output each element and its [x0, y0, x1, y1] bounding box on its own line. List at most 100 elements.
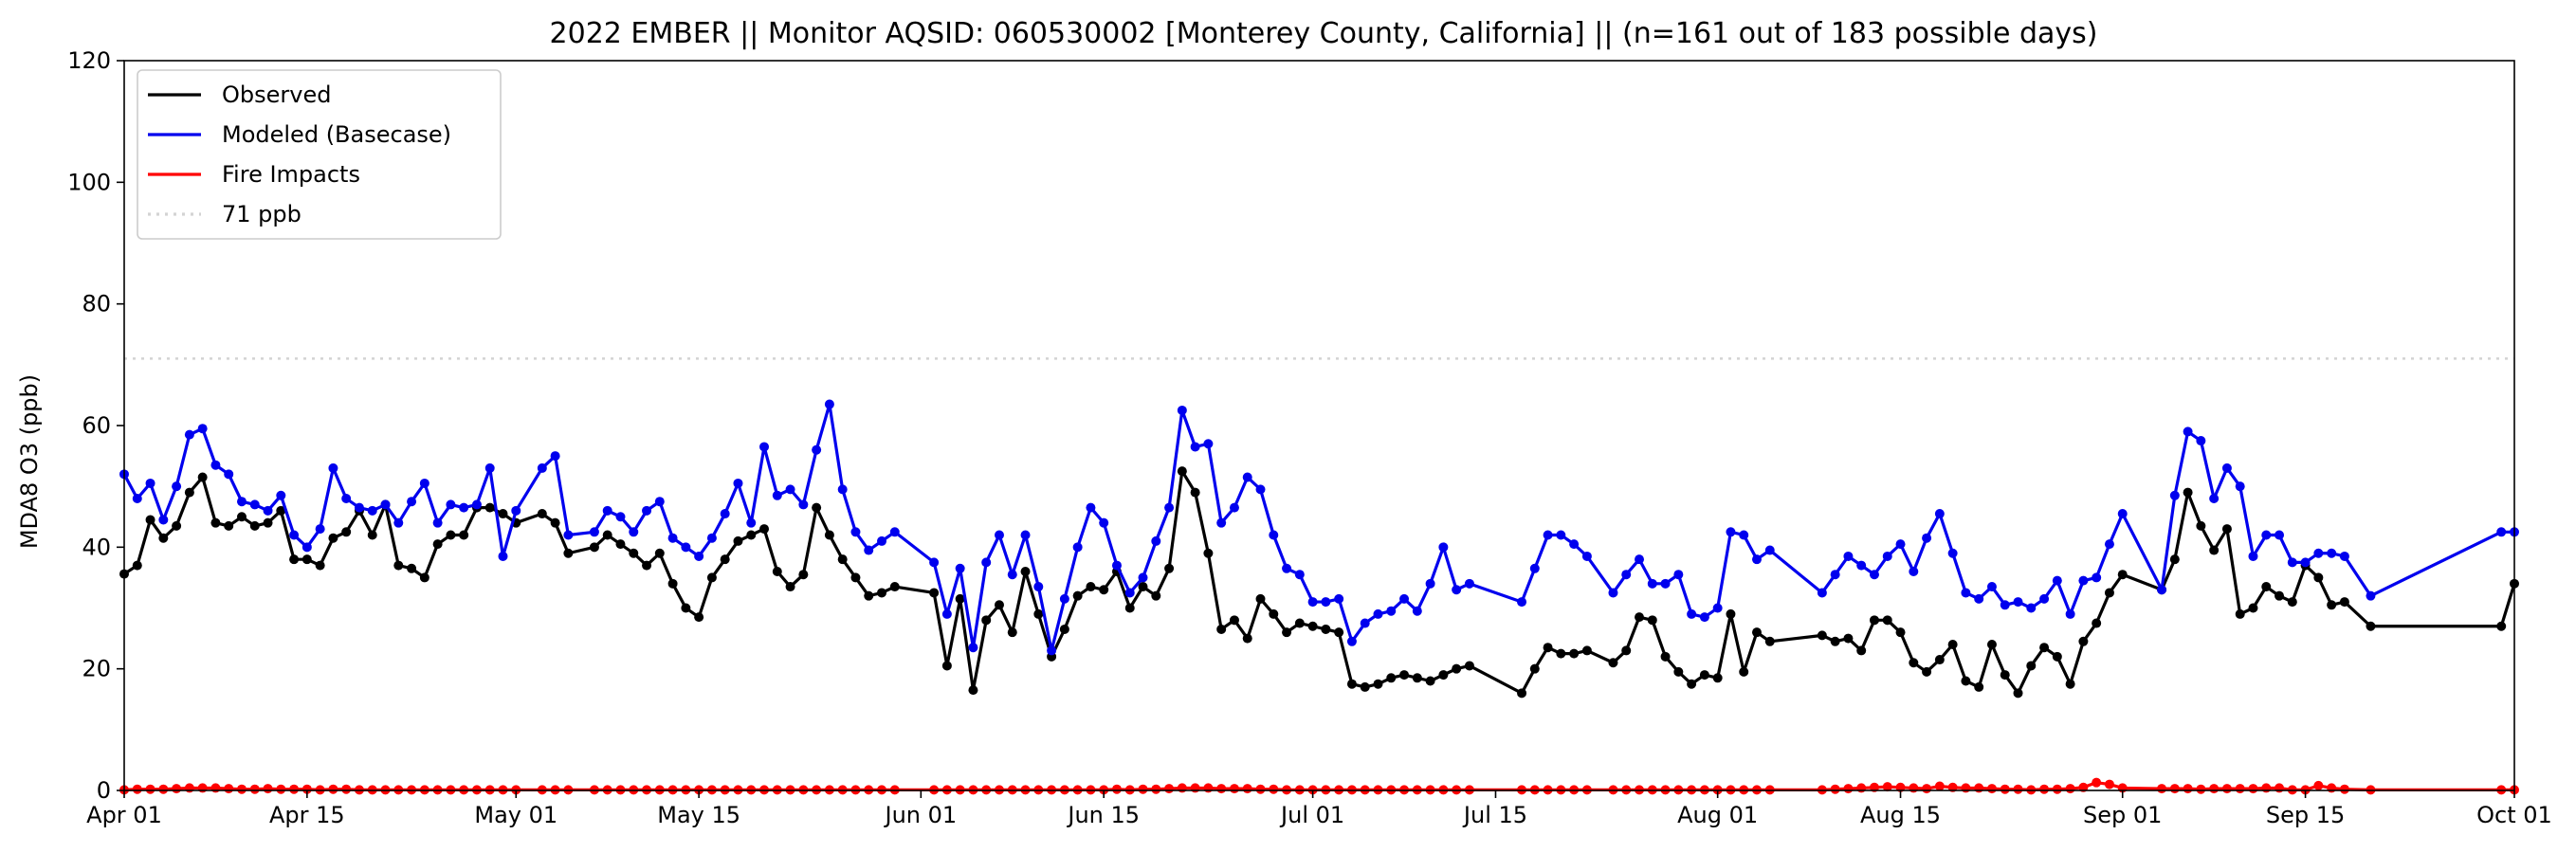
data-point-1-82	[1242, 472, 1252, 482]
data-point-0-29	[498, 509, 508, 519]
data-point-0-11	[263, 517, 273, 528]
data-point-1-140	[2092, 572, 2102, 583]
data-point-1-72	[1111, 560, 1122, 571]
data-point-0-90	[1346, 679, 1357, 689]
data-point-0-96	[1425, 676, 1435, 686]
data-point-0-54	[850, 572, 861, 583]
data-point-1-105	[1581, 551, 1592, 561]
data-point-1-135	[2026, 603, 2037, 613]
data-point-0-155	[2313, 572, 2324, 583]
data-point-0-92	[1373, 679, 1383, 689]
data-point-0-87	[1307, 621, 1318, 631]
data-point-0-107	[1621, 645, 1632, 656]
data-point-1-117	[1751, 554, 1762, 565]
data-point-2-124	[1882, 782, 1892, 792]
data-point-1-69	[1072, 542, 1083, 553]
data-point-0-139	[2078, 636, 2089, 646]
x-tick-label-9: Aug 15	[1860, 802, 1941, 828]
data-point-0-114	[1712, 673, 1723, 683]
data-point-1-109	[1647, 578, 1657, 589]
data-point-0-108	[1635, 612, 1645, 623]
data-point-2-11	[263, 784, 273, 794]
data-point-0-60	[955, 593, 965, 604]
data-point-0-15	[315, 560, 325, 571]
data-point-1-124	[1882, 551, 1892, 561]
data-point-1-36	[615, 512, 626, 522]
data-point-1-21	[393, 517, 404, 528]
data-point-0-85	[1282, 627, 1292, 638]
data-point-1-22	[407, 497, 417, 507]
data-point-0-103	[1556, 648, 1566, 659]
data-point-0-89	[1334, 627, 1344, 638]
data-point-2-133	[2000, 784, 2010, 794]
data-point-0-142	[2117, 570, 2128, 580]
data-point-0-14	[301, 554, 312, 565]
data-point-0-131	[1974, 681, 1984, 692]
data-point-1-54	[850, 527, 861, 537]
data-point-0-80	[1216, 624, 1227, 634]
data-point-1-78	[1190, 442, 1200, 452]
data-point-2-127	[1922, 784, 1932, 794]
data-point-0-25	[446, 530, 456, 540]
data-point-1-12	[276, 490, 286, 500]
data-point-0-83	[1255, 593, 1266, 604]
data-point-1-59	[941, 608, 952, 619]
data-point-1-118	[1764, 545, 1775, 555]
data-point-1-23	[419, 478, 429, 488]
data-point-1-5	[184, 429, 194, 440]
data-point-1-111	[1673, 570, 1684, 580]
data-point-0-35	[602, 530, 612, 540]
data-point-1-14	[301, 542, 312, 553]
data-point-1-110	[1660, 578, 1671, 589]
data-point-0-64	[1007, 627, 1017, 638]
data-point-1-58	[929, 557, 940, 568]
data-point-0-4	[172, 520, 182, 531]
data-point-2-151	[2261, 783, 2272, 793]
data-point-1-13	[289, 530, 300, 540]
data-point-0-40	[667, 578, 678, 589]
data-point-1-158	[2366, 590, 2376, 601]
data-point-2-157	[2339, 784, 2349, 794]
data-point-1-88	[1321, 597, 1331, 608]
data-point-0-149	[2235, 608, 2245, 619]
data-point-0-53	[837, 554, 848, 565]
data-point-1-75	[1151, 535, 1161, 546]
data-point-0-124	[1882, 615, 1892, 626]
data-point-1-24	[432, 517, 443, 528]
data-point-0-77	[1177, 466, 1187, 477]
data-point-0-41	[681, 603, 691, 613]
data-point-0-133	[2000, 670, 2010, 681]
data-point-1-49	[785, 484, 795, 495]
data-point-0-94	[1399, 670, 1410, 681]
x-tick-label-2: May 01	[474, 802, 557, 828]
x-tick-label-10: Sep 01	[2083, 802, 2162, 828]
data-point-1-97	[1438, 542, 1449, 553]
data-point-0-74	[1138, 582, 1148, 592]
data-point-1-35	[602, 505, 612, 516]
data-point-1-119	[1817, 588, 1827, 598]
data-point-1-8	[224, 469, 234, 480]
data-point-1-66	[1033, 582, 1044, 592]
data-point-1-137	[2052, 575, 2062, 586]
data-point-1-31	[537, 463, 547, 473]
data-point-0-39	[654, 548, 665, 558]
data-point-0-116	[1739, 666, 1749, 677]
data-point-1-33	[563, 530, 574, 540]
data-point-1-2	[145, 478, 155, 488]
data-point-0-65	[1020, 567, 1031, 576]
data-point-2-74	[1138, 784, 1148, 794]
x-tick-label-4: Jun 01	[883, 802, 957, 828]
data-point-1-129	[1947, 548, 1958, 558]
data-point-0-51	[812, 502, 822, 513]
data-point-0-33	[563, 548, 574, 558]
data-point-1-145	[2183, 426, 2193, 437]
data-point-2-132	[1986, 784, 1997, 794]
data-point-1-29	[498, 551, 508, 561]
data-point-1-148	[2221, 463, 2232, 473]
data-point-1-41	[681, 542, 691, 553]
data-point-1-91	[1360, 618, 1370, 628]
data-point-1-68	[1059, 593, 1069, 604]
data-point-1-47	[759, 442, 770, 452]
data-point-0-130	[1961, 676, 1971, 686]
data-point-0-49	[785, 582, 795, 592]
